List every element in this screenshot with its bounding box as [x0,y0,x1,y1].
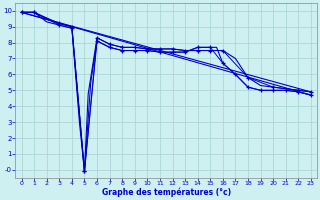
X-axis label: Graphe des températures (°c): Graphe des températures (°c) [102,188,231,197]
